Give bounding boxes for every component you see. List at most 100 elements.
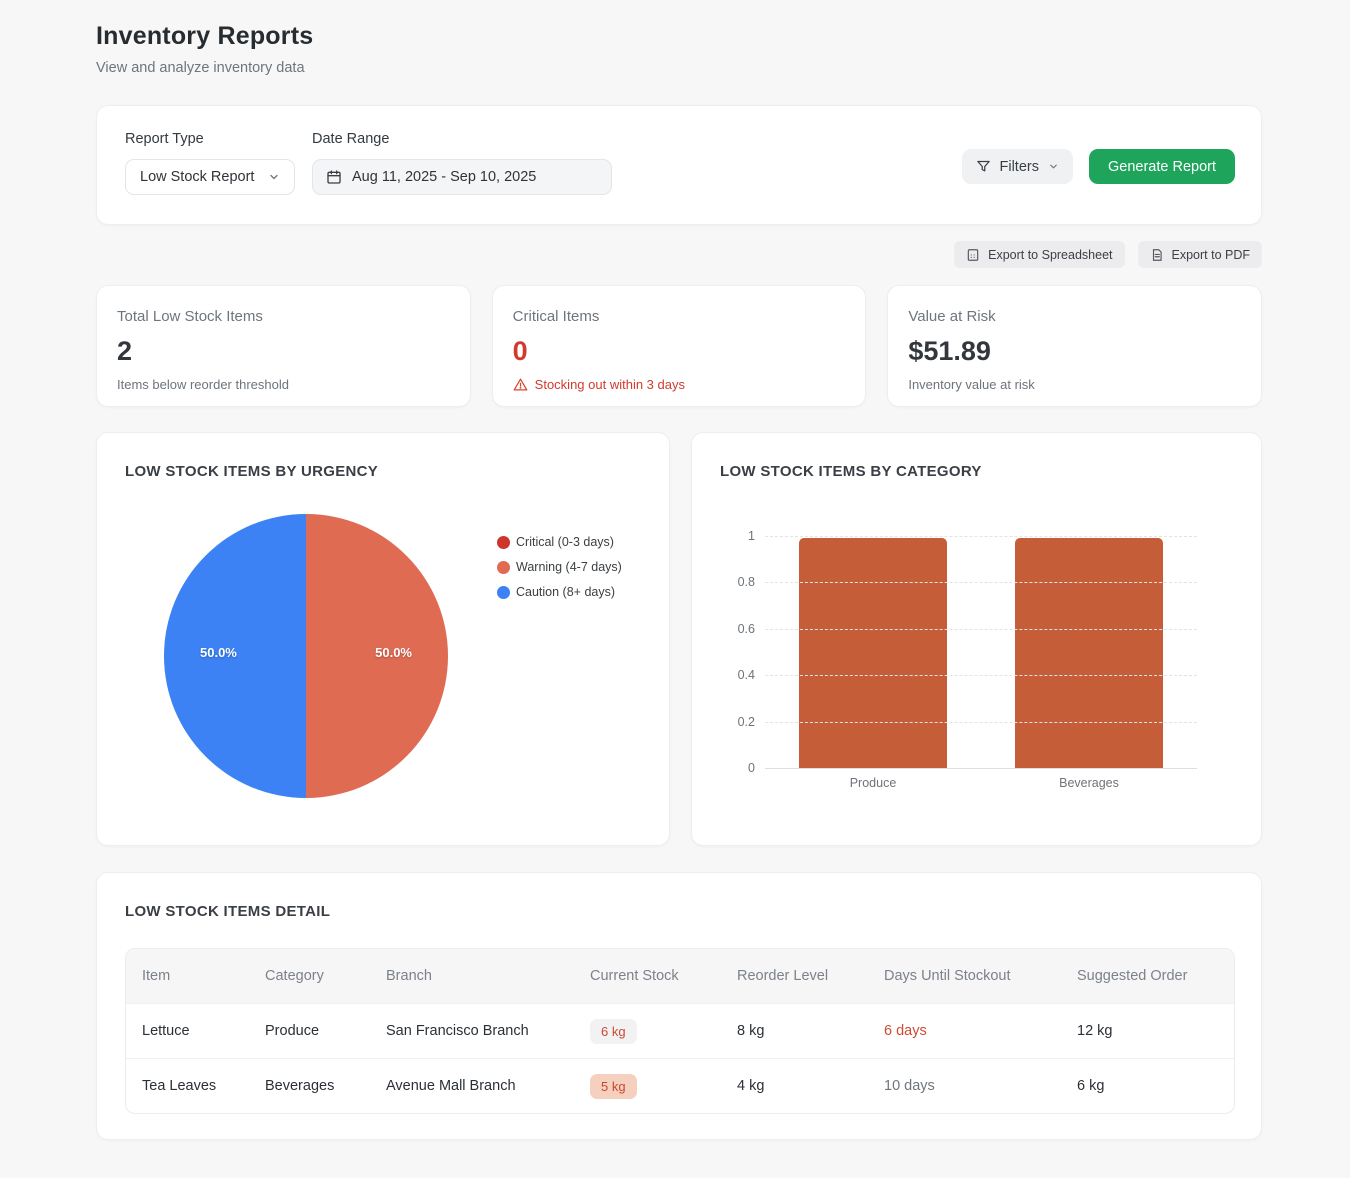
warning-triangle-icon [513,377,528,392]
table-row[interactable]: Lettuce Produce San Francisco Branch 6 k… [126,1003,1234,1058]
item-cell: Tea Leaves [142,1078,217,1094]
suggested-order-cell: 12 kg [1077,1023,1113,1039]
stat-card-value-at-risk: Value at Risk $51.89 Inventory value at … [887,285,1263,407]
report-type-select[interactable]: Low Stock Report [125,159,295,195]
stat-card-critical-items: Critical Items 0 Stocking out within 3 d… [491,285,867,407]
table-title: LOW STOCK ITEMS DETAIL [125,903,331,920]
reorder-level-cell: 4 kg [737,1078,765,1094]
export-spreadsheet-label: Export to Spreadsheet [988,247,1113,262]
spreadsheet-icon [966,248,980,262]
filters-button-label: Filters [999,158,1039,175]
bar-beverages [1015,538,1163,768]
pie-legend: Critical (0-3 days) Warning (4-7 days) C… [497,535,622,599]
legend-label: Caution (8+ days) [516,585,616,599]
stat-card-total-low-stock: Total Low Stock Items 2 Items below reor… [96,285,471,407]
branch-cell: San Francisco Branch [386,1023,529,1039]
stat-value: $51.89 [908,336,991,366]
pdf-icon [1150,248,1164,262]
column-header: Category [265,968,324,984]
generate-report-button[interactable]: Generate Report [1088,149,1235,184]
low-stock-detail-card: LOW STOCK ITEMS DETAIL Item Category Bra… [96,872,1262,1140]
stat-label: Critical Items [512,308,600,325]
suggested-order-cell: 6 kg [1077,1078,1105,1094]
reorder-level-cell: 8 kg [737,1023,765,1039]
legend-label: Warning (4-7 days) [516,560,622,574]
legend-dot-caution [497,585,510,599]
legend-item-warning: Warning (4-7 days) [497,560,622,574]
stat-label: Total Low Stock Items [117,308,263,325]
table-row[interactable]: Tea Leaves Beverages Avenue Mall Branch … [126,1058,1234,1113]
stat-value: 0 [512,336,528,366]
gridline [765,768,1197,769]
chevron-down-icon [268,171,280,183]
category-cell: Beverages [265,1078,335,1094]
table-header-row: Item Category Branch Current Stock Reord… [126,949,1234,1003]
low-stock-table: Item Category Branch Current Stock Reord… [125,948,1235,1114]
gridline [765,628,1197,630]
date-range-value: Aug 11, 2025 - Sep 10, 2025 [352,169,537,185]
legend-label: Critical (0-3 days) [516,535,614,549]
export-spreadsheet-button[interactable]: Export to Spreadsheet [954,241,1125,268]
y-tick-label: 0.4 [737,668,755,683]
report-type-field: Report Type Low Stock Report [125,131,295,195]
date-range-label: Date Range [312,131,390,147]
stat-caption: Items below reorder threshold [117,377,289,392]
bar-produce [799,538,947,768]
days-until-stockout-cell: 10 days [884,1078,935,1094]
y-tick-label: 0.6 [737,621,755,636]
filters-button[interactable]: Filters [961,149,1073,184]
date-range-field: Date Range Aug 11, 2025 - Sep 10, 2025 [312,131,612,195]
y-tick-label: 0.8 [737,575,755,590]
column-header: Days Until Stockout [884,968,1011,984]
branch-cell: Avenue Mall Branch [386,1078,516,1094]
bar-chart-title: LOW STOCK ITEMS BY CATEGORY [720,463,982,480]
legend-dot-critical [497,535,510,549]
gridline [765,675,1197,677]
date-range-input[interactable]: Aug 11, 2025 - Sep 10, 2025 [312,159,612,195]
pie-chart-card: LOW STOCK ITEMS BY URGENCY 50.0% 50.0% C… [96,432,670,846]
item-cell: Lettuce [142,1023,190,1039]
pie-slice-label: 50.0% [375,645,412,660]
category-cell: Produce [265,1023,320,1039]
funnel-icon [976,159,991,174]
export-pdf-button[interactable]: Export to PDF [1137,241,1262,268]
y-tick-label: 1 [748,529,755,543]
pie-chart-title: LOW STOCK ITEMS BY URGENCY [125,463,379,480]
column-header: Current Stock [590,968,679,984]
x-axis-label: Beverages [1059,776,1119,790]
page-title: Inventory Reports [96,22,314,50]
bar-chart-x-labels: Produce Beverages [765,776,1197,790]
bar-chart-plot: 0 0.2 0.4 0.6 0.8 1 [738,529,1197,775]
column-header: Item [142,968,171,984]
bars [765,536,1197,768]
bar-slot [765,536,981,768]
calendar-icon [326,169,342,185]
y-tick-label: 0.2 [737,714,755,729]
gridline [765,582,1197,584]
stat-caption: Stocking out within 3 days [534,377,685,392]
gridline [765,721,1197,723]
bar-chart-card: LOW STOCK ITEMS BY CATEGORY 0 0.2 0.4 0.6 0.… [691,432,1262,846]
page-subtitle: View and analyze inventory data [96,60,305,76]
column-header: Reorder Level [737,968,829,984]
legend-item-caution: Caution (8+ days) [497,585,622,599]
current-stock-badge: 6 kg [590,1018,637,1044]
days-until-stockout-cell: 6 days [884,1023,927,1039]
report-type-value: Low Stock Report [140,169,255,185]
report-type-label: Report Type [125,131,204,147]
y-tick-label: 0 [748,761,755,775]
legend-item-critical: Critical (0-3 days) [497,535,622,549]
filter-panel: Report Type Low Stock Report Date Range … [96,105,1262,225]
stat-caption: Inventory value at risk [908,377,1035,392]
stat-label: Value at Risk [908,308,996,325]
stat-value: 2 [117,336,133,366]
bar-slot [981,536,1197,768]
column-header: Suggested Order [1077,968,1188,984]
chevron-down-icon [1048,161,1059,172]
export-pdf-label: Export to PDF [1171,247,1251,262]
gridline [765,536,1197,537]
current-stock-badge: 5 kg [590,1073,637,1099]
urgency-pie-chart: 50.0% 50.0% [164,514,448,798]
column-header: Branch [386,968,432,984]
legend-dot-warning [497,560,510,574]
